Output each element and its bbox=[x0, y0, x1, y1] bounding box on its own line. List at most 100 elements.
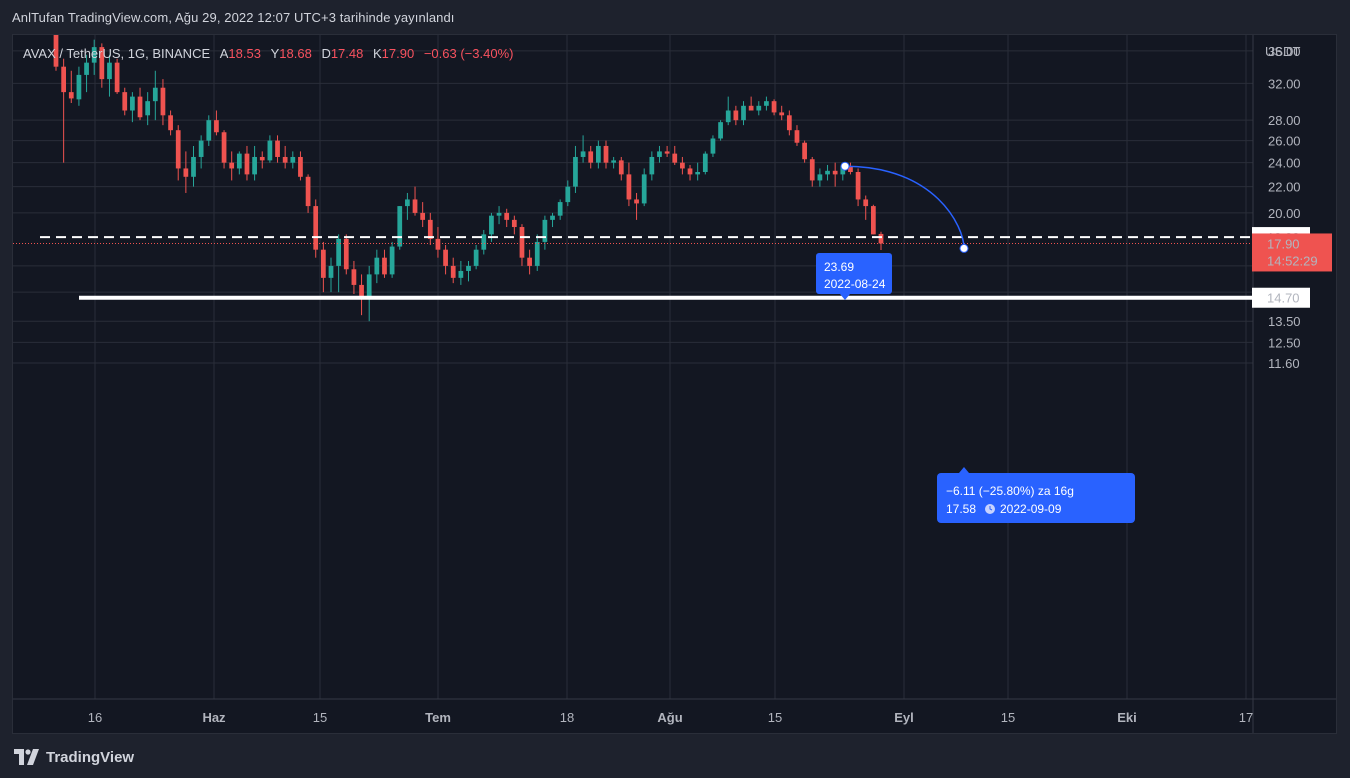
candle[interactable] bbox=[168, 110, 173, 136]
candle[interactable] bbox=[229, 151, 235, 181]
candle[interactable] bbox=[756, 101, 762, 116]
candle[interactable] bbox=[313, 199, 319, 258]
candle[interactable] bbox=[405, 192, 410, 220]
candle[interactable] bbox=[137, 87, 143, 121]
candle[interactable] bbox=[741, 101, 746, 126]
candle[interactable] bbox=[618, 156, 624, 181]
candle[interactable] bbox=[84, 54, 89, 93]
candle[interactable] bbox=[420, 202, 426, 228]
candle[interactable] bbox=[336, 234, 342, 293]
candle[interactable] bbox=[435, 227, 441, 258]
candle[interactable] bbox=[870, 204, 876, 235]
candle[interactable] bbox=[130, 92, 135, 123]
candle[interactable] bbox=[527, 249, 532, 275]
candle[interactable] bbox=[748, 96, 754, 111]
candle[interactable] bbox=[175, 125, 181, 181]
candle[interactable] bbox=[557, 199, 563, 220]
candle[interactable] bbox=[191, 145, 196, 187]
candle[interactable] bbox=[764, 96, 769, 111]
candle[interactable] bbox=[305, 174, 311, 213]
candle[interactable] bbox=[779, 105, 785, 121]
candle[interactable] bbox=[458, 260, 464, 285]
candle[interactable] bbox=[733, 105, 739, 126]
candle[interactable] bbox=[664, 145, 670, 157]
candle[interactable] bbox=[145, 92, 151, 126]
candle[interactable] bbox=[412, 186, 418, 216]
candle[interactable] bbox=[680, 156, 685, 175]
candle[interactable] bbox=[573, 145, 578, 193]
candle[interactable] bbox=[206, 115, 212, 146]
candle[interactable] bbox=[611, 156, 617, 169]
candle[interactable] bbox=[122, 87, 128, 116]
candle[interactable] bbox=[634, 192, 639, 220]
candle[interactable] bbox=[710, 135, 716, 157]
candle[interactable] bbox=[473, 245, 479, 270]
candle[interactable] bbox=[320, 241, 326, 293]
candle[interactable] bbox=[702, 151, 708, 175]
candle[interactable] bbox=[534, 234, 540, 271]
candle[interactable] bbox=[359, 274, 364, 316]
candle[interactable] bbox=[389, 241, 395, 278]
candle[interactable] bbox=[718, 120, 723, 141]
candle[interactable] bbox=[511, 215, 517, 235]
candle[interactable] bbox=[328, 257, 334, 293]
candle[interactable] bbox=[397, 206, 403, 250]
candle[interactable] bbox=[848, 162, 853, 175]
chart-panel[interactable]: 23.69 2022-08-24 −6.11 (−25.80%) za 16g 17.… bbox=[12, 34, 1337, 734]
candle[interactable] bbox=[657, 145, 662, 163]
candle[interactable] bbox=[374, 249, 380, 284]
candle[interactable] bbox=[343, 234, 349, 275]
candle[interactable] bbox=[542, 215, 548, 250]
forecast-arc[interactable] bbox=[844, 165, 965, 249]
candle[interactable] bbox=[53, 35, 59, 71]
candle[interactable] bbox=[366, 265, 372, 322]
candle[interactable] bbox=[198, 135, 204, 169]
tradingview-brand[interactable]: TradingView bbox=[14, 745, 134, 769]
candle[interactable] bbox=[504, 208, 510, 228]
candle[interactable] bbox=[214, 110, 219, 136]
candle[interactable] bbox=[809, 156, 815, 187]
candle[interactable] bbox=[91, 39, 97, 75]
candle[interactable] bbox=[588, 145, 594, 169]
candle[interactable] bbox=[496, 206, 502, 225]
candle[interactable] bbox=[298, 151, 303, 181]
candle[interactable] bbox=[565, 180, 571, 207]
candle[interactable] bbox=[99, 43, 105, 88]
candle[interactable] bbox=[275, 135, 280, 163]
candle[interactable] bbox=[817, 168, 823, 187]
candle[interactable] bbox=[267, 135, 273, 163]
candle[interactable] bbox=[450, 257, 456, 284]
forecast-end-point[interactable] bbox=[959, 243, 969, 253]
candle[interactable] bbox=[282, 145, 288, 169]
candle[interactable] bbox=[221, 130, 227, 169]
candle[interactable] bbox=[160, 79, 166, 126]
candle[interactable] bbox=[427, 212, 433, 246]
candle[interactable] bbox=[725, 96, 731, 126]
candle[interactable] bbox=[68, 70, 74, 104]
candle[interactable] bbox=[771, 99, 777, 116]
candle[interactable] bbox=[580, 135, 586, 163]
candle[interactable] bbox=[259, 151, 265, 169]
candle[interactable] bbox=[76, 66, 82, 106]
candle[interactable] bbox=[863, 195, 869, 220]
candle[interactable] bbox=[695, 162, 701, 181]
candle[interactable] bbox=[786, 110, 792, 136]
price-chart[interactable]: 23.69 2022-08-24 −6.11 (−25.80%) za 16g 17.… bbox=[13, 35, 1337, 734]
forecast-start-point[interactable] bbox=[840, 161, 850, 171]
candle[interactable] bbox=[519, 224, 525, 266]
candle[interactable] bbox=[802, 140, 807, 163]
candle[interactable] bbox=[183, 151, 189, 193]
candle[interactable] bbox=[878, 231, 884, 251]
candle[interactable] bbox=[114, 58, 120, 94]
candle[interactable] bbox=[61, 58, 67, 163]
candle[interactable] bbox=[550, 212, 555, 228]
candle[interactable] bbox=[649, 151, 655, 181]
candle[interactable] bbox=[626, 162, 632, 207]
candle[interactable] bbox=[107, 54, 112, 97]
candle[interactable] bbox=[855, 168, 861, 207]
candle[interactable] bbox=[244, 145, 250, 181]
candle[interactable] bbox=[236, 151, 242, 175]
candle[interactable] bbox=[687, 164, 693, 181]
candle[interactable] bbox=[290, 151, 296, 169]
candle[interactable] bbox=[466, 260, 471, 282]
